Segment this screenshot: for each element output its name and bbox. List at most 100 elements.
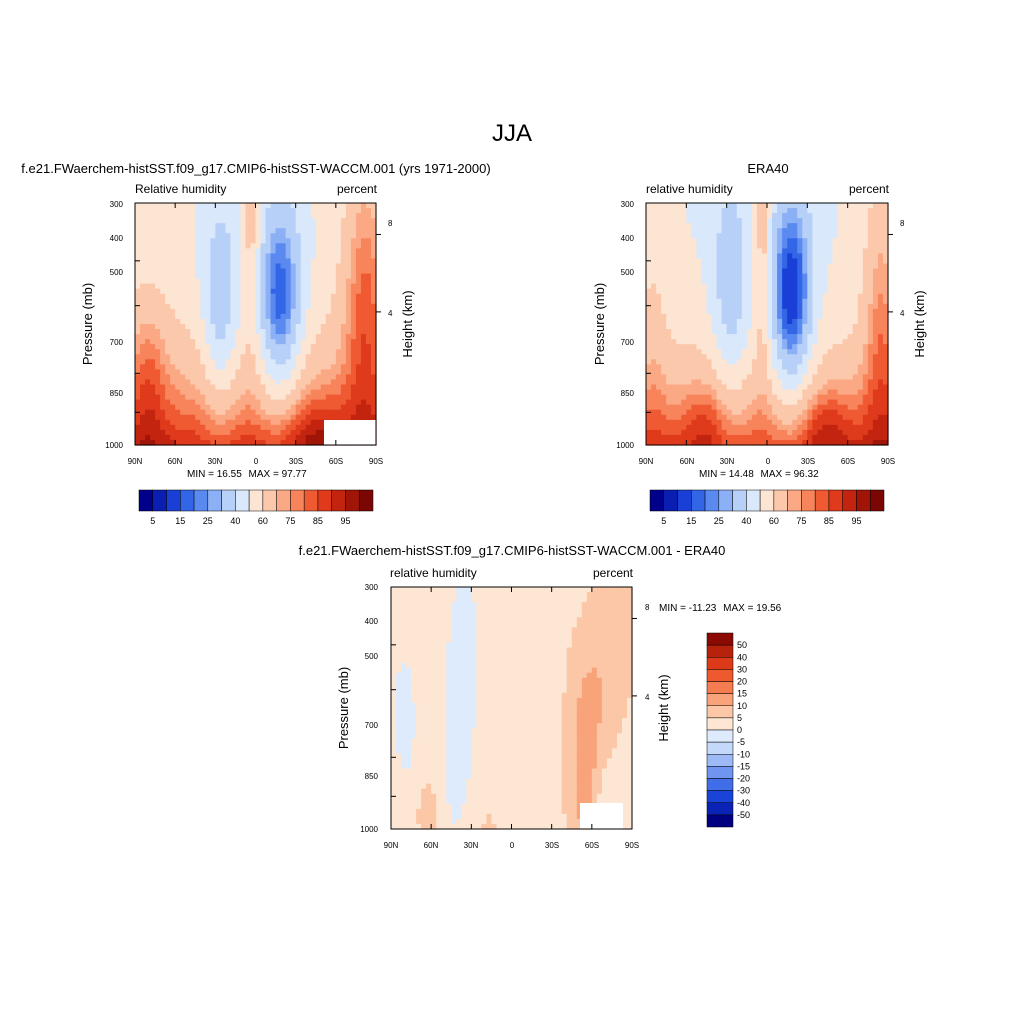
contour-cell xyxy=(265,303,272,310)
contour-cell xyxy=(200,419,206,426)
contour-cell xyxy=(335,318,342,325)
contour-cell xyxy=(646,308,652,315)
contour-cell xyxy=(270,434,277,441)
contour-cell xyxy=(661,394,667,401)
contour-cell xyxy=(761,374,768,381)
contour-cell xyxy=(807,384,813,391)
contour-cell xyxy=(300,298,307,305)
contour-cell xyxy=(817,288,824,295)
contour-cell xyxy=(837,218,844,224)
contour-cell xyxy=(135,298,141,305)
contour-cell xyxy=(686,313,692,320)
contour-cell xyxy=(761,293,768,300)
contour-cell xyxy=(681,293,687,300)
contour-cell xyxy=(782,288,788,295)
contour-cell xyxy=(767,223,773,229)
contour-cell xyxy=(716,394,723,401)
contour-cell xyxy=(817,273,824,280)
contour-cell xyxy=(706,258,713,265)
contour-cell xyxy=(165,404,171,411)
contour-cell xyxy=(456,602,462,608)
contour-cell xyxy=(345,414,352,421)
contour-cell xyxy=(731,208,738,214)
contour-cell xyxy=(305,273,312,280)
contour-cell xyxy=(837,243,844,249)
contour-cell xyxy=(586,607,593,613)
contour-cell xyxy=(782,334,788,340)
contour-cell xyxy=(175,283,181,290)
contour-cell xyxy=(265,409,272,416)
contour-cell xyxy=(686,253,692,260)
contour-cell xyxy=(661,258,667,265)
contour-cell xyxy=(736,339,743,345)
contour-cell xyxy=(746,218,753,224)
pressure-axis: 300 400 500 700 850 1000 xyxy=(105,200,123,450)
contour-cell xyxy=(255,384,262,391)
contour-cell xyxy=(175,208,181,214)
contour-cell xyxy=(180,379,186,386)
contour-cell xyxy=(867,223,874,229)
contour-cell xyxy=(691,329,698,335)
contour-cell xyxy=(491,607,498,613)
contour-cell xyxy=(340,394,347,401)
contour-cell xyxy=(797,399,803,406)
contour-cell xyxy=(731,424,738,431)
contour-cell xyxy=(275,308,282,315)
contour-cell xyxy=(170,293,176,300)
height-axis-title: Height (km) xyxy=(912,290,927,357)
contour-cell xyxy=(135,288,141,295)
contour-cell xyxy=(721,364,728,370)
contour-cell xyxy=(491,592,498,598)
contour-cell xyxy=(777,379,783,386)
contour-cell xyxy=(310,258,317,265)
contour-cell xyxy=(315,243,322,249)
contour-cell xyxy=(245,208,252,214)
contour-cell xyxy=(676,344,682,350)
contour-cell xyxy=(726,303,733,310)
contour-cell xyxy=(250,318,257,325)
contour-cell xyxy=(145,414,151,421)
contour-cell xyxy=(731,409,738,416)
contour-cell xyxy=(370,213,377,219)
contour-cell xyxy=(290,429,297,436)
contour-cell xyxy=(170,253,176,260)
contour-cell xyxy=(676,278,682,285)
contour-cell xyxy=(155,213,161,219)
contour-cell xyxy=(741,439,748,446)
contour-cell xyxy=(842,344,849,350)
contour-cell xyxy=(145,379,151,386)
contour-cell xyxy=(867,424,874,431)
contour-cell xyxy=(325,288,332,295)
contour-cell xyxy=(877,203,884,209)
contour-cell xyxy=(155,283,161,290)
contour-cell xyxy=(536,592,543,598)
contour-cell xyxy=(691,263,698,270)
contour-cell xyxy=(300,349,307,355)
contour-cell xyxy=(135,233,141,239)
contour-cell xyxy=(170,379,176,386)
contour-cell xyxy=(345,369,352,376)
contour-cell xyxy=(175,218,181,224)
contour-cell xyxy=(355,369,362,376)
contour-cell xyxy=(691,213,698,219)
contour-cell xyxy=(797,228,803,234)
contour-cell xyxy=(370,273,377,280)
contour-cell xyxy=(160,263,166,270)
contour-cell xyxy=(822,379,829,386)
contour-cell xyxy=(646,339,652,345)
contour-cell xyxy=(365,344,372,350)
contour-cell xyxy=(195,213,201,219)
contour-cell xyxy=(792,399,798,406)
contour-cell xyxy=(135,223,141,229)
contour-cell xyxy=(686,349,692,355)
contour-cell xyxy=(686,409,692,416)
contour-cell xyxy=(772,233,778,239)
contour-cell xyxy=(756,223,763,229)
contour-cell xyxy=(862,344,869,350)
contour-cell xyxy=(761,243,768,249)
contour-cell xyxy=(285,439,292,446)
contour-cell xyxy=(431,597,437,603)
contour-cell xyxy=(345,313,352,320)
contour-cell xyxy=(235,243,242,249)
contour-cell xyxy=(370,414,377,421)
